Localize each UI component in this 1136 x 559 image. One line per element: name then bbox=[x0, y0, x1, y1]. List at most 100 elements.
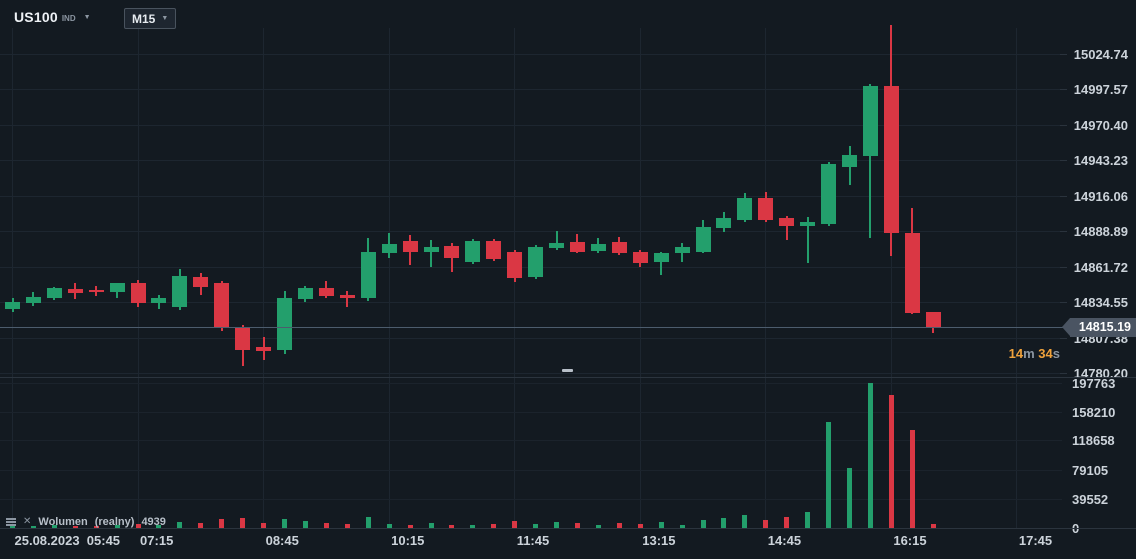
candle-bullish bbox=[277, 297, 293, 350]
indicator-close-icon[interactable]: ✕ bbox=[23, 516, 32, 527]
horizontal-gridline bbox=[0, 373, 1062, 374]
volume-indicator-legend: ✕ Wolumen (realny) 4939 bbox=[6, 515, 166, 529]
volume-bar bbox=[763, 519, 769, 528]
volume-bar bbox=[10, 526, 15, 528]
horizontal-gridline bbox=[0, 53, 1062, 55]
candle-bearish bbox=[256, 347, 272, 351]
candle-bearish bbox=[444, 246, 460, 259]
volume-bar bbox=[51, 525, 57, 528]
candle-wick bbox=[346, 291, 349, 307]
price-axis-tick bbox=[1060, 231, 1067, 232]
price-axis-tick bbox=[1060, 53, 1067, 55]
candle-bearish bbox=[88, 290, 104, 293]
candle-wick bbox=[660, 252, 663, 276]
candle-bullish bbox=[800, 222, 816, 226]
horizontal-gridline bbox=[0, 160, 1062, 161]
indicator-settings-icon[interactable] bbox=[6, 518, 16, 520]
price-axis-label: 14916.06 bbox=[1073, 188, 1128, 204]
volume-bar bbox=[533, 523, 539, 528]
candle-bearish bbox=[235, 327, 251, 350]
symbol-label: US100 bbox=[14, 9, 58, 25]
volume-bar bbox=[177, 521, 183, 528]
time-axis-label: 14:45 bbox=[767, 533, 802, 548]
volume-gridline bbox=[0, 469, 1062, 471]
volume-bar bbox=[805, 511, 811, 528]
candle-close-countdown: 14m 34s bbox=[1009, 346, 1060, 361]
volume-bar bbox=[554, 522, 560, 528]
volume-bar bbox=[240, 517, 246, 528]
price-axis-label: 15024.74 bbox=[1073, 46, 1128, 62]
horizontal-gridline bbox=[0, 89, 1062, 90]
volume-bar bbox=[449, 524, 455, 528]
time-axis-line bbox=[0, 528, 1136, 529]
volume-bar bbox=[847, 467, 852, 528]
volume-bar bbox=[491, 524, 497, 528]
time-axis-label: 08:45 bbox=[265, 533, 299, 548]
symbol-selector[interactable]: US100 IND ▼ bbox=[14, 9, 91, 25]
volume-gridline bbox=[0, 440, 1062, 442]
volume-bar bbox=[470, 525, 476, 528]
vertical-gridline bbox=[765, 28, 767, 528]
volume-bar bbox=[114, 524, 120, 528]
chevron-down-icon: ▼ bbox=[83, 13, 91, 21]
price-axis-label: 14861.72 bbox=[1073, 259, 1128, 275]
vertical-gridline bbox=[890, 28, 892, 528]
candle-bullish bbox=[109, 283, 125, 292]
candle-bearish bbox=[611, 242, 627, 254]
candle-bearish bbox=[904, 232, 920, 314]
volume-bar bbox=[574, 522, 580, 528]
horizontal-gridline bbox=[0, 337, 1062, 339]
vertical-gridline bbox=[263, 28, 265, 528]
price-axis-label: 14888.89 bbox=[1073, 224, 1128, 239]
vertical-gridline bbox=[12, 28, 13, 528]
candle-bullish bbox=[737, 198, 753, 220]
volume-bar bbox=[407, 524, 413, 528]
volume-bar bbox=[930, 524, 936, 528]
candle-bearish bbox=[339, 294, 355, 299]
pane-resize-handle[interactable] bbox=[562, 369, 573, 372]
candle-bullish bbox=[297, 288, 313, 300]
price-axis-label: 14834.55 bbox=[1073, 295, 1128, 310]
candle-wick bbox=[806, 216, 809, 264]
horizontal-gridline bbox=[0, 231, 1062, 232]
indicator-variant: (realny) bbox=[94, 516, 135, 528]
candle-bearish bbox=[883, 86, 899, 233]
current-price-value: 14815.19 bbox=[1078, 320, 1131, 334]
candle-bearish bbox=[758, 197, 774, 220]
volume-bar bbox=[282, 518, 288, 528]
candle-bullish bbox=[423, 246, 439, 252]
vertical-gridline bbox=[639, 28, 641, 528]
candle-bearish bbox=[779, 217, 795, 226]
instrument-type-label: IND bbox=[61, 14, 76, 23]
candle-bullish bbox=[172, 276, 188, 307]
timeframe-dropdown[interactable]: M15 ▼ bbox=[124, 8, 177, 29]
candle-bullish bbox=[465, 240, 481, 262]
candle-bullish bbox=[25, 296, 41, 304]
current-price-line bbox=[0, 327, 1064, 328]
volume-bar bbox=[93, 525, 99, 528]
time-axis-label: 25.08.2023 05:45 bbox=[14, 533, 121, 548]
price-axis-tick bbox=[1060, 337, 1067, 339]
price-axis-tick bbox=[1060, 89, 1067, 90]
price-axis-tick bbox=[1060, 302, 1067, 303]
candle-bearish bbox=[130, 282, 146, 304]
vertical-gridline bbox=[388, 28, 390, 528]
horizontal-gridline bbox=[0, 302, 1062, 303]
candle-bullish bbox=[46, 288, 62, 299]
time-axis-label: 10:15 bbox=[391, 533, 425, 548]
candle-bearish bbox=[214, 282, 230, 329]
time-axis-label: 07:15 bbox=[140, 533, 174, 548]
candle-wick bbox=[869, 84, 872, 238]
volume-bar bbox=[784, 517, 790, 528]
price-axis-label: 14943.23 bbox=[1073, 153, 1128, 168]
candle-bearish bbox=[486, 240, 502, 260]
volume-gridline bbox=[0, 411, 1062, 413]
indicator-value: 4939 bbox=[141, 516, 166, 528]
volume-bar bbox=[888, 394, 894, 528]
candle-bearish bbox=[193, 277, 209, 287]
time-axis-label: 17:45 bbox=[1018, 533, 1053, 548]
time-axis-label: 16:15 bbox=[893, 533, 927, 548]
volume-bar bbox=[512, 521, 518, 528]
volume-bar bbox=[261, 522, 267, 528]
volume-bar bbox=[721, 517, 727, 528]
